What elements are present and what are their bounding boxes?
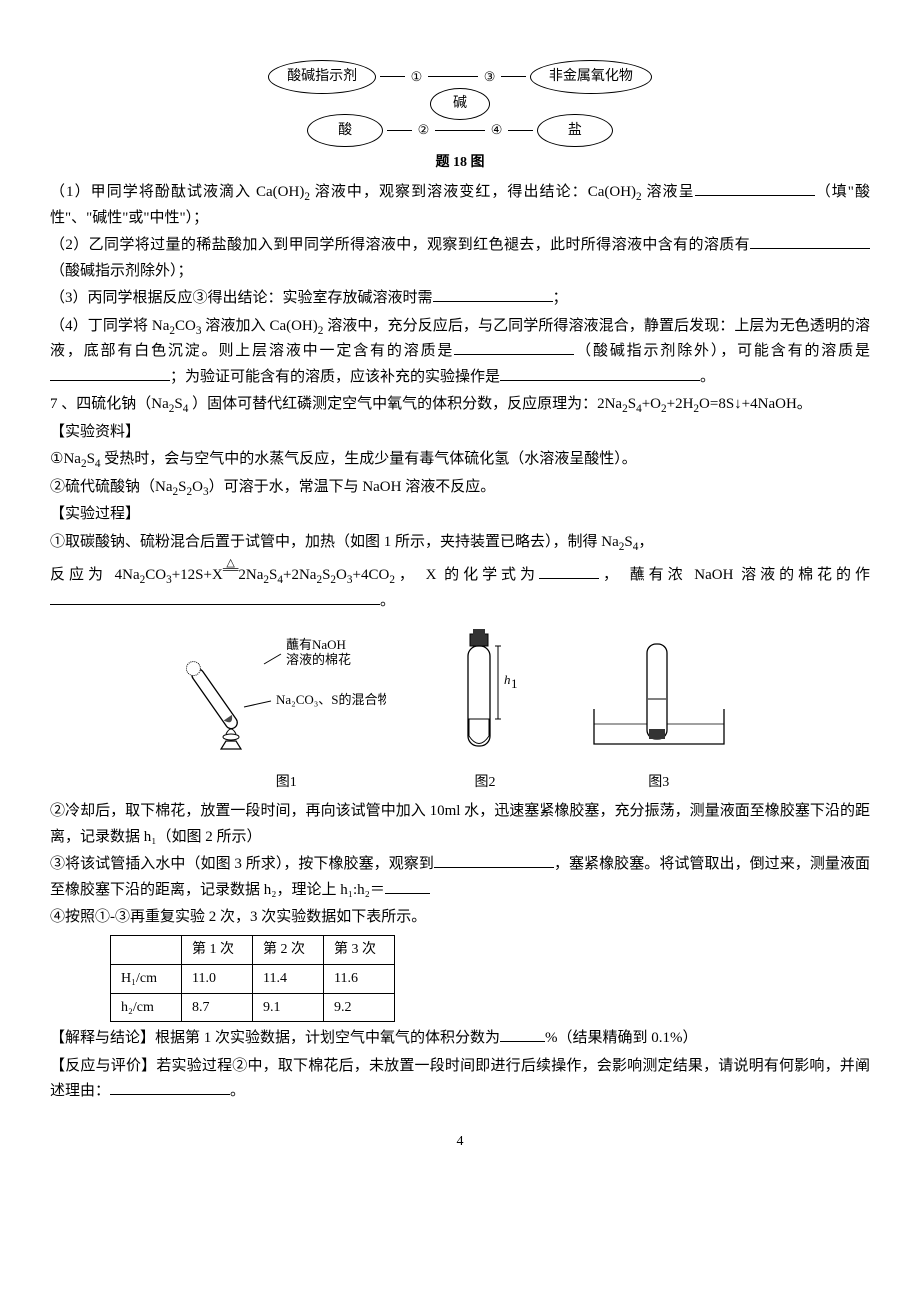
num-2: ②: [416, 119, 432, 141]
blank: [500, 1026, 545, 1042]
num-3: ③: [482, 66, 498, 88]
num-4: ④: [489, 119, 505, 141]
blank: [500, 365, 700, 381]
table-row: H₁/cm 11.0 11.4 11.6: [111, 964, 395, 993]
fig1-caption: 图1: [186, 771, 386, 795]
sec-process: 【实验过程】: [50, 502, 870, 528]
q7-res1: ①Na2S4 受热时，会与空气中的水蒸气反应，生成少量有毒气体硫化氢（水溶液呈酸…: [50, 447, 870, 473]
q6-part1: （1）甲同学将酚酞试液滴入 Ca(OH)2 溶液中，观察到溶液变红，得出结论：C…: [50, 180, 870, 231]
table-cell: H₁/cm: [111, 964, 182, 993]
figure-row: 蘸有NaOH 溶液的棉花 Na₂CO₃、S的混合物 图1 h 1 图2: [50, 629, 870, 794]
blank: [750, 233, 870, 249]
q7-evaluation: 【反应与评价】若实验过程②中，取下棉花后，未放置一段时间即进行后续操作，会影响测…: [50, 1054, 870, 1105]
table-cell: 9.2: [324, 993, 395, 1022]
num-1: ①: [409, 66, 425, 88]
q7-intro: 7 、四硫化钠（Na2S4 ）固体可替代红磷测定空气中氧气的体积分数，反应原理为…: [50, 392, 870, 418]
svg-text:1: 1: [511, 676, 518, 691]
heat-symbol: △══: [223, 560, 239, 573]
table-cell: 11.0: [182, 964, 253, 993]
fig2-caption: 图2: [440, 771, 530, 795]
q7-proc4: ④按照①-③再重复实验 2 次，3 次实验数据如下表所示。: [50, 905, 870, 931]
q6-part2: （2）乙同学将过量的稀盐酸加入到甲同学所得溶液中，观察到红色褪去，此时所得溶液中…: [50, 233, 870, 284]
table-cell: h₂/cm: [111, 993, 182, 1022]
q7-res2: ②硫代硫酸钠（Na2S2O3）可溶于水，常温下与 NaOH 溶液不反应。: [50, 475, 870, 501]
q7-proc2: ②冷却后，取下棉花，放置一段时间，再向该试管中加入 10ml 水，迅速塞紧橡胶塞…: [50, 799, 870, 850]
data-table: 第 1 次 第 2 次 第 3 次 H₁/cm 11.0 11.4 11.6 h…: [110, 935, 395, 1022]
blank: [434, 852, 554, 868]
blank: [454, 339, 574, 355]
oval-acid: 酸: [307, 114, 383, 148]
table-cell: 第 3 次: [324, 935, 395, 964]
table-cell: 11.4: [253, 964, 324, 993]
oval-salt: 盐: [537, 114, 613, 148]
table-cell: 11.6: [324, 964, 395, 993]
svg-text:h: h: [504, 672, 511, 687]
table-cell: [111, 935, 182, 964]
oval-nonmetal-oxide: 非金属氧化物: [530, 60, 652, 94]
figure-2: h 1 图2: [440, 629, 530, 794]
table-cell: 第 2 次: [253, 935, 324, 964]
q7-conclusion: 【解释与结论】根据第 1 次实验数据，计划空气中氧气的体积分数为%（结果精确到 …: [50, 1026, 870, 1052]
q7-proc1: ①取碳酸钠、硫粉混合后置于试管中，加热（如图 1 所示，夹持装置已略去），制得 …: [50, 530, 870, 556]
q7-equation: 反应为 4Na2CO3+12S+X△══2Na2S4+2Na2S2O3+4CO2…: [50, 563, 870, 614]
blank: [385, 878, 430, 894]
oval-indicator: 酸碱指示剂: [268, 60, 376, 94]
diagram-caption: 题 18 图: [50, 151, 870, 175]
blank: [539, 563, 599, 579]
figure-3: 图3: [584, 629, 734, 794]
q6-part4: （4）丁同学将 Na2CO3 溶液加入 Ca(OH)2 溶液中，充分反应后，与乙…: [50, 314, 870, 391]
blank: [433, 286, 553, 302]
blank: [695, 180, 815, 196]
table-header-row: 第 1 次 第 2 次 第 3 次: [111, 935, 395, 964]
page-number: 4: [50, 1130, 870, 1154]
table-cell: 9.1: [253, 993, 324, 1022]
svg-text:溶液的棉花: 溶液的棉花: [286, 652, 351, 667]
blank: [50, 589, 380, 605]
table-row: h₂/cm 8.7 9.1 9.2: [111, 993, 395, 1022]
table-cell: 8.7: [182, 993, 253, 1022]
sec-resources: 【实验资料】: [50, 420, 870, 446]
figure-1: 蘸有NaOH 溶液的棉花 Na₂CO₃、S的混合物 图1: [186, 629, 386, 794]
fig1-label-cotton: 蘸有NaOH: [286, 637, 346, 652]
q7-proc3: ③将该试管插入水中（如图 3 所求），按下橡胶塞，观察到，塞紧橡胶塞。将试管取出…: [50, 852, 870, 903]
blank: [110, 1079, 230, 1095]
fig1-label-mixture: Na₂CO₃、S的混合物: [276, 692, 386, 707]
fig3-caption: 图3: [584, 771, 734, 795]
table-cell: 第 1 次: [182, 935, 253, 964]
blank: [50, 365, 170, 381]
q6-part3: （3）丙同学根据反应③得出结论：实验室存放碱溶液时需；: [50, 286, 870, 312]
concept-diagram: 酸碱指示剂 ① ③ 非金属氧化物 碱 酸 ② ④ 盐 题 18 图: [50, 60, 870, 175]
